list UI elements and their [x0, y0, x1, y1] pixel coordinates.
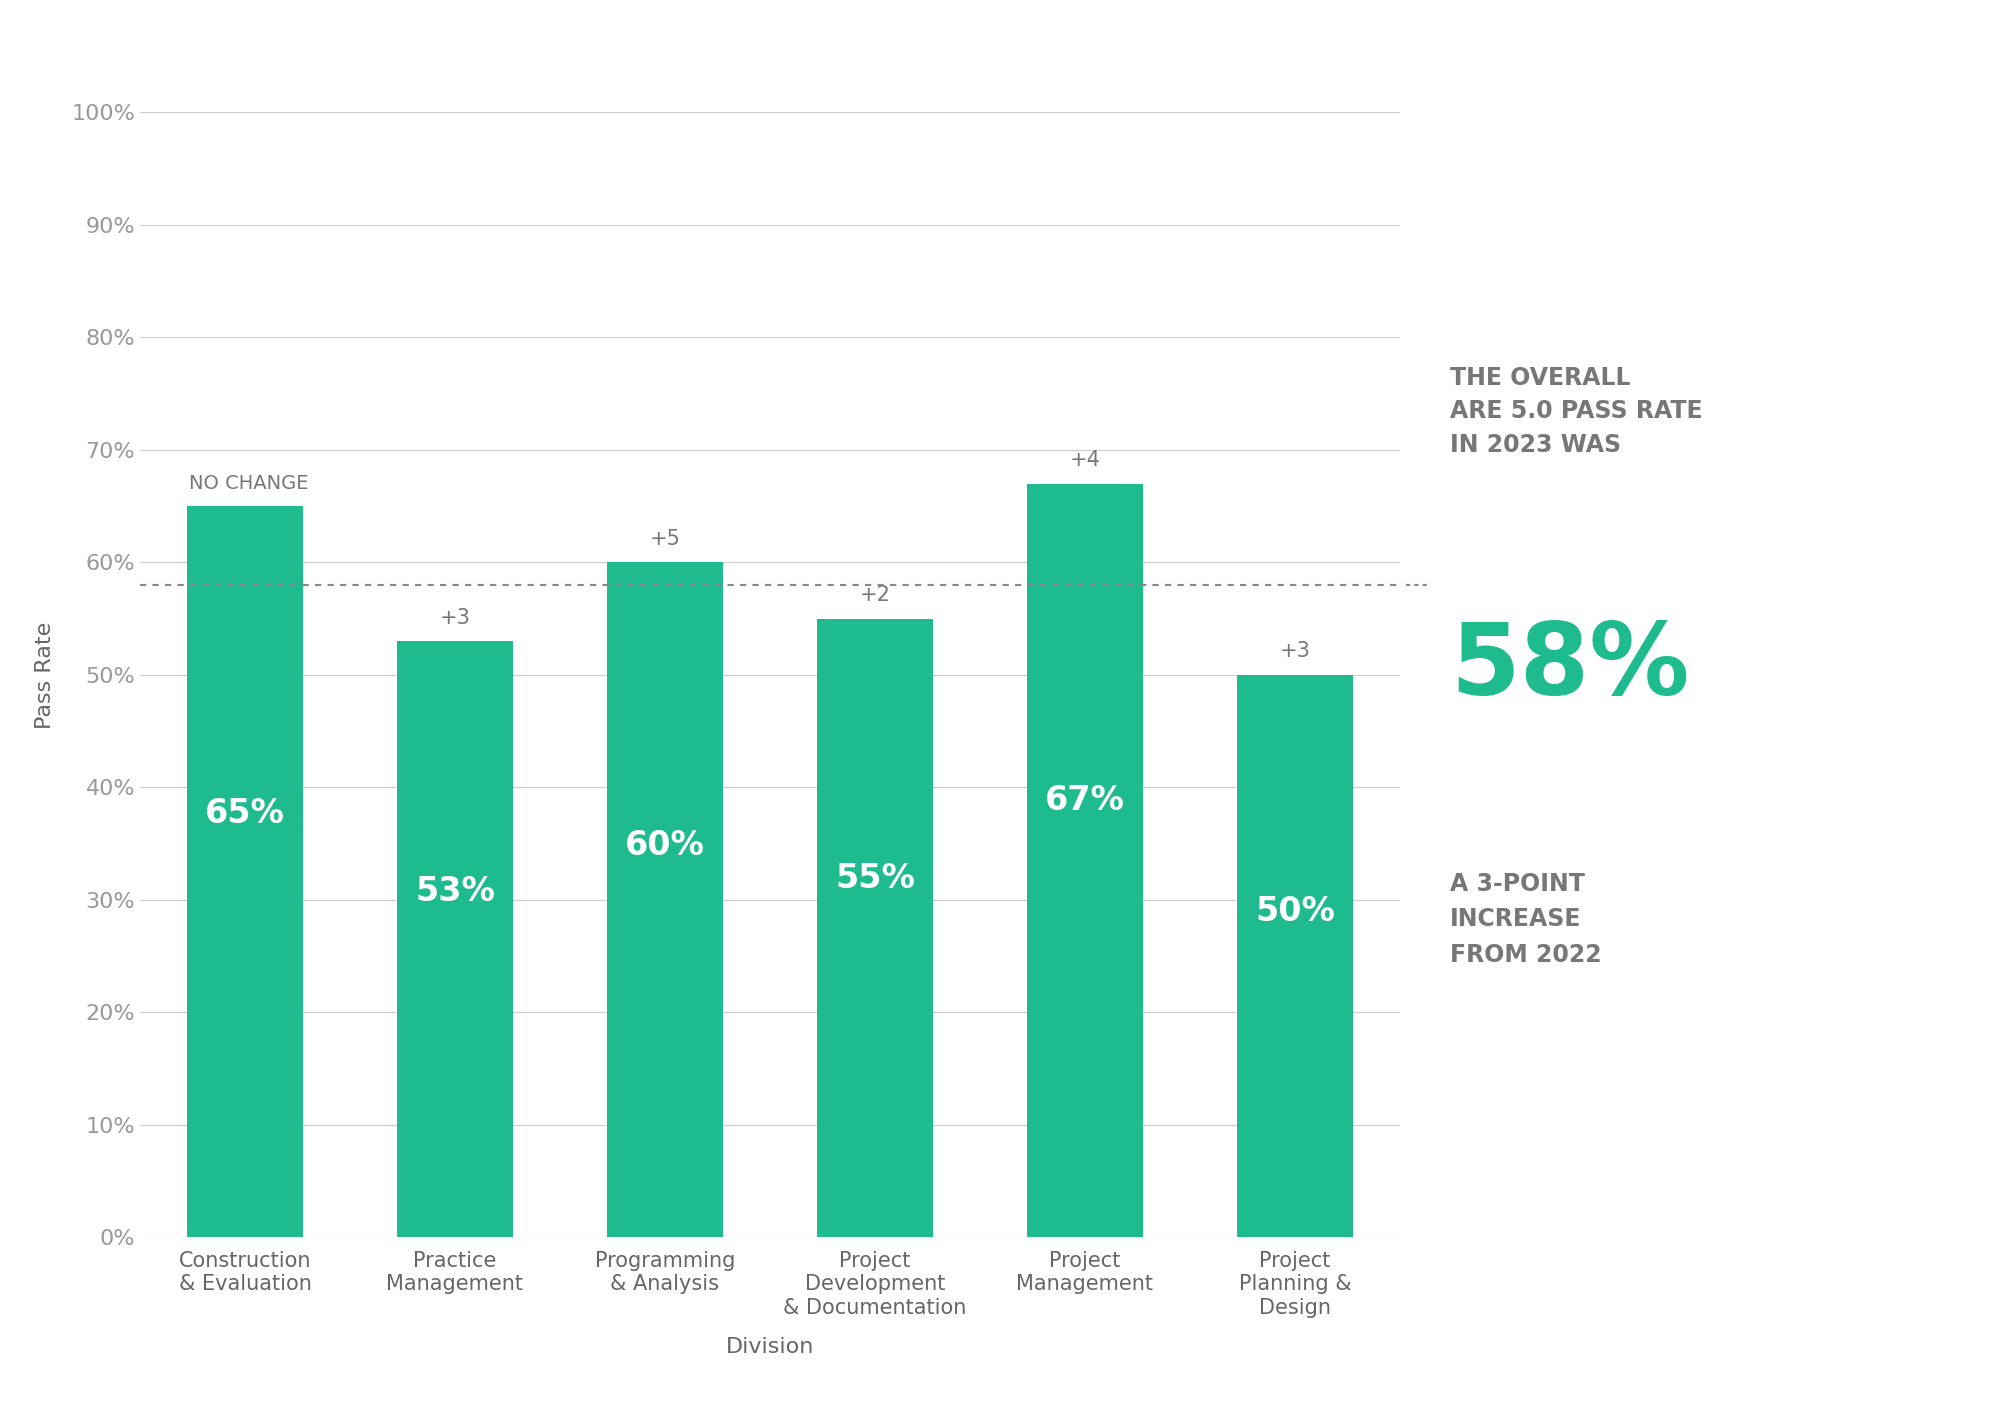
Text: +2: +2: [860, 585, 890, 605]
Bar: [398, 641, 512, 1237]
Text: 58%: 58%: [1450, 619, 1690, 716]
Text: +5: +5: [650, 529, 680, 548]
Text: 50%: 50%: [1256, 894, 1334, 928]
Y-axis label: Pass Rate: Pass Rate: [34, 621, 54, 728]
Text: 53%: 53%: [416, 875, 494, 908]
Text: 60%: 60%: [626, 830, 704, 862]
Bar: [608, 562, 722, 1237]
Text: +4: +4: [1070, 450, 1100, 470]
Text: 67%: 67%: [1046, 783, 1124, 817]
Text: THE OVERALL
ARE 5.0 PASS RATE
IN 2023 WAS: THE OVERALL ARE 5.0 PASS RATE IN 2023 WA…: [1450, 366, 1702, 457]
Bar: [188, 506, 302, 1237]
Bar: [818, 619, 932, 1237]
Text: A 3-POINT
INCREASE
FROM 2022: A 3-POINT INCREASE FROM 2022: [1450, 872, 1602, 966]
Bar: [1028, 484, 1142, 1237]
Text: 65%: 65%: [206, 797, 284, 830]
X-axis label: Division: Division: [726, 1337, 814, 1357]
Text: 55%: 55%: [836, 862, 914, 896]
Bar: [1238, 675, 1352, 1237]
Text: NO CHANGE: NO CHANGE: [190, 474, 308, 492]
Text: +3: +3: [1280, 641, 1310, 661]
Text: +3: +3: [440, 607, 470, 627]
